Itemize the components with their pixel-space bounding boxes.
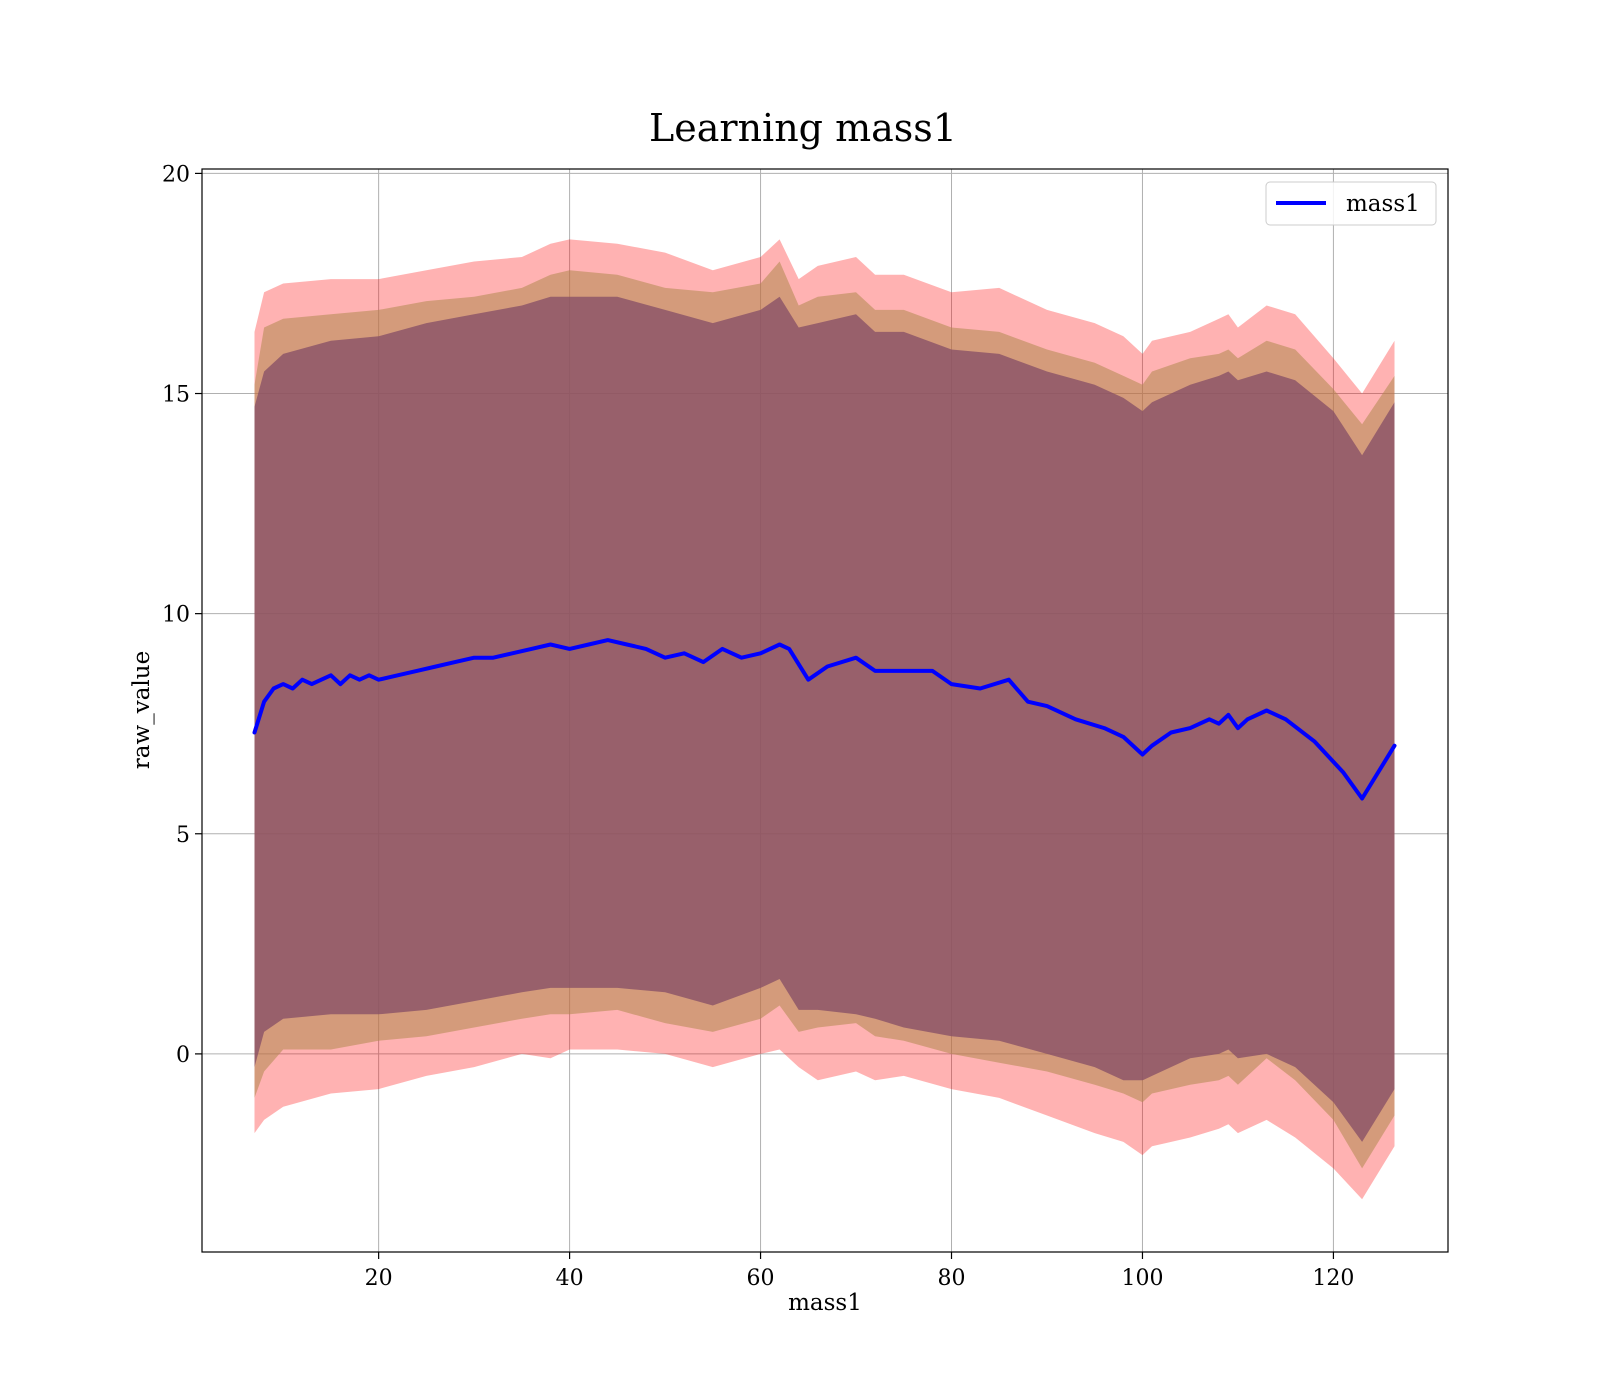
x-tick-label: 60 xyxy=(747,1266,775,1291)
y-tick-label: 10 xyxy=(162,603,190,628)
axis-ticks: 20 40 60 80 100 120 0 5 10 15 20 xyxy=(162,162,1354,1291)
x-tick-label: 80 xyxy=(938,1266,966,1291)
x-tick-label: 20 xyxy=(365,1266,393,1291)
x-tick-label: 120 xyxy=(1312,1266,1354,1291)
legend-label-mass1: mass1 xyxy=(1346,191,1420,217)
confidence-bands xyxy=(254,239,1395,1200)
band-inner xyxy=(254,296,1395,1142)
series-line-mass1 xyxy=(252,638,1397,801)
y-tick-label: 5 xyxy=(176,823,190,848)
x-tick-label: 40 xyxy=(556,1266,584,1291)
chart-title: Learning mass1 xyxy=(649,106,957,150)
legend-box xyxy=(1265,181,1437,226)
y-tick-label: 20 xyxy=(162,162,190,187)
y-axis-label: raw_value xyxy=(129,651,155,769)
plot-frame xyxy=(201,168,1449,1253)
y-tick-label: 15 xyxy=(162,383,190,408)
legend: mass1 xyxy=(1265,181,1437,226)
series-lines xyxy=(252,638,1397,801)
x-tick-label: 100 xyxy=(1121,1266,1163,1291)
y-tick-label: 0 xyxy=(176,1043,190,1068)
x-axis-label: mass1 xyxy=(788,1290,862,1316)
